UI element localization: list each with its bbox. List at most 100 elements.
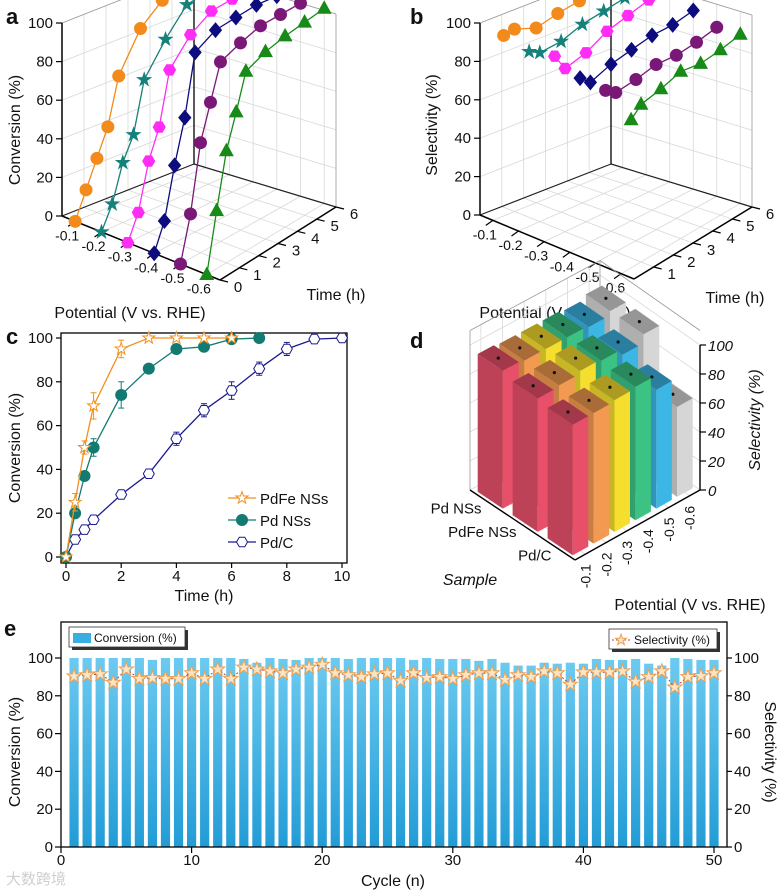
hexagon-marker <box>280 343 293 355</box>
hexagon-marker <box>225 385 238 396</box>
conversion-bar <box>670 658 680 847</box>
hexagon-marker <box>78 524 91 535</box>
hexagon-marker <box>197 405 211 416</box>
hexagon-marker <box>642 0 656 6</box>
y-tick-label: 0 <box>234 279 242 296</box>
conversion-bar <box>95 658 105 847</box>
conversion-bar <box>422 658 432 847</box>
x-tick-label: 0 <box>57 852 65 869</box>
circle-marker <box>198 340 210 353</box>
diamond-marker <box>666 16 680 33</box>
circle-marker <box>710 20 724 34</box>
selectivity-star-marker <box>261 662 279 679</box>
circle-marker <box>551 6 565 20</box>
error-mark <box>587 398 591 402</box>
gridline <box>83 206 240 269</box>
conversion-bar <box>565 662 575 847</box>
y-tick-label: 100 <box>28 330 53 347</box>
selectivity-star-marker <box>457 665 475 683</box>
y-tick-label: 0 <box>45 839 53 856</box>
circle-marker <box>68 214 82 228</box>
selectivity-star-marker <box>378 663 397 681</box>
conversion-bar <box>683 658 693 847</box>
circle-marker <box>294 0 307 10</box>
star-marker <box>136 71 153 87</box>
hexagon-marker <box>87 514 100 525</box>
error-mark <box>595 346 599 350</box>
conversion-bar <box>461 658 471 847</box>
bar-left-face <box>512 381 538 532</box>
circle-marker <box>669 48 683 62</box>
potential-tick-label: -0.2 <box>598 552 614 576</box>
y-tick-label: 20 <box>36 505 53 522</box>
y-tick-label: 6 <box>766 206 774 223</box>
diamond-marker <box>686 2 700 19</box>
selectivity-star-marker <box>182 663 201 681</box>
legend-marker <box>234 490 250 505</box>
circle-marker <box>234 36 247 50</box>
star-marker <box>58 549 74 564</box>
selectivity-star-marker <box>431 667 449 685</box>
potential-tick-label: -0.3 <box>619 541 635 565</box>
bar-front-face <box>677 398 693 497</box>
triangle-marker <box>633 96 649 110</box>
selectivity-star-marker <box>209 660 227 677</box>
gridline <box>610 10 753 54</box>
x-tick <box>562 251 571 258</box>
x-tick-label: -0.2 <box>81 238 105 254</box>
conversion-bar <box>631 658 641 847</box>
star-marker <box>553 32 570 49</box>
gridline <box>589 172 733 220</box>
conversion-bar <box>304 658 314 847</box>
hexagon-marker <box>308 333 321 345</box>
sample-axis <box>469 489 576 561</box>
selectivity-star-marker <box>130 669 148 687</box>
star-marker <box>595 2 612 18</box>
x-axis <box>61 215 221 281</box>
y-tick-label: 80 <box>36 688 53 705</box>
error-mark <box>552 371 556 375</box>
conversion-bar <box>239 658 249 847</box>
x-tick-label: 10 <box>183 852 200 869</box>
selectivity-star-marker <box>613 662 632 679</box>
triangle-marker <box>258 43 273 58</box>
selectivity-star-marker <box>300 658 318 675</box>
conversion-bar <box>317 658 327 847</box>
panel-b: 020406080100-0.1-0.2-0.3-0.4-0.5-0.61234… <box>424 0 774 322</box>
error-mark <box>650 375 654 379</box>
y-tick <box>297 230 306 234</box>
conversion-bar <box>409 659 419 847</box>
y-tick <box>277 242 287 247</box>
legend-star-marker <box>613 632 629 646</box>
gridline <box>171 172 317 220</box>
y-tick-label: 2 <box>272 255 280 272</box>
circle-marker <box>155 0 169 7</box>
star-marker <box>531 44 548 60</box>
y-tick-label: 60 <box>36 726 53 743</box>
conversion-bar <box>134 658 144 847</box>
conversion-bar <box>200 658 210 847</box>
z-tick-label: 0 <box>463 207 471 224</box>
star-marker <box>521 43 538 59</box>
selectivity-star-marker <box>522 667 540 685</box>
gridline <box>193 47 337 92</box>
z-tick-label: 40 <box>36 131 53 148</box>
conversion-bar <box>121 658 131 847</box>
plot-frame <box>60 621 728 848</box>
y-tick-label: 40 <box>36 461 53 478</box>
y-tick-label: 6 <box>350 206 358 223</box>
y2-tick-label: 80 <box>734 688 751 705</box>
selectivity-star-marker <box>365 665 383 682</box>
selectivity-star-marker <box>653 662 671 679</box>
gridline <box>105 198 259 257</box>
legend-marker <box>235 536 249 548</box>
circle-marker <box>690 35 704 49</box>
y-tick-label: 5 <box>746 218 754 235</box>
conversion-bar <box>657 665 667 847</box>
x-tick-label: 30 <box>444 852 461 869</box>
x-tick-label: -0.3 <box>108 249 132 265</box>
x-tick-label: 10 <box>334 568 351 585</box>
sample-tick-label: PdFe NSs <box>448 524 516 541</box>
